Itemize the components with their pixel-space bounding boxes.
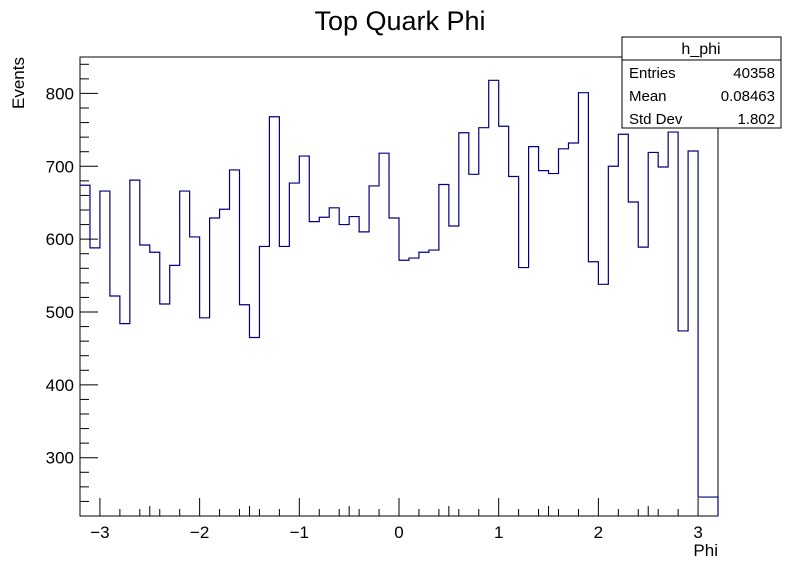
stats-box: h_phi Entries 40358 Mean 0.08463 Std Dev…: [621, 36, 782, 129]
x-tick-label: −2: [190, 523, 209, 542]
x-tick-label: 3: [693, 523, 702, 542]
stats-mean-value: 0.08463: [721, 88, 775, 105]
y-tick-label: 300: [46, 449, 74, 468]
x-axis-label: Phi: [693, 541, 718, 560]
y-tick-label: 700: [46, 157, 74, 176]
stats-mean-label: Mean: [629, 88, 667, 105]
histogram-series: [80, 79, 719, 516]
x-tick-label: 2: [594, 523, 603, 542]
x-tick-label: −1: [290, 523, 309, 542]
y-axis-label: Events: [9, 57, 28, 109]
y-tick-label: 500: [46, 303, 74, 322]
stats-box-title: h_phi: [681, 41, 720, 58]
stats-stddev-value: 1.802: [737, 111, 775, 128]
y-axis: 300 400 500 600 700 800: [46, 63, 98, 517]
y-tick-label: 800: [46, 84, 74, 103]
y-tick-label: 600: [46, 230, 74, 249]
stats-stddev-label: Std Dev: [629, 111, 683, 128]
x-tick-label: 1: [494, 523, 503, 542]
stats-box-frame: [621, 36, 782, 129]
x-tick-label: −3: [90, 523, 109, 542]
chart-title: Top Quark Phi: [314, 6, 485, 36]
stats-entries-label: Entries: [629, 65, 676, 82]
stats-entries-value: 40358: [733, 65, 775, 82]
x-axis: −3 −2 −1 0 1 2 3: [79, 498, 719, 542]
y-tick-label: 400: [46, 376, 74, 395]
x-tick-label: 0: [394, 523, 403, 542]
